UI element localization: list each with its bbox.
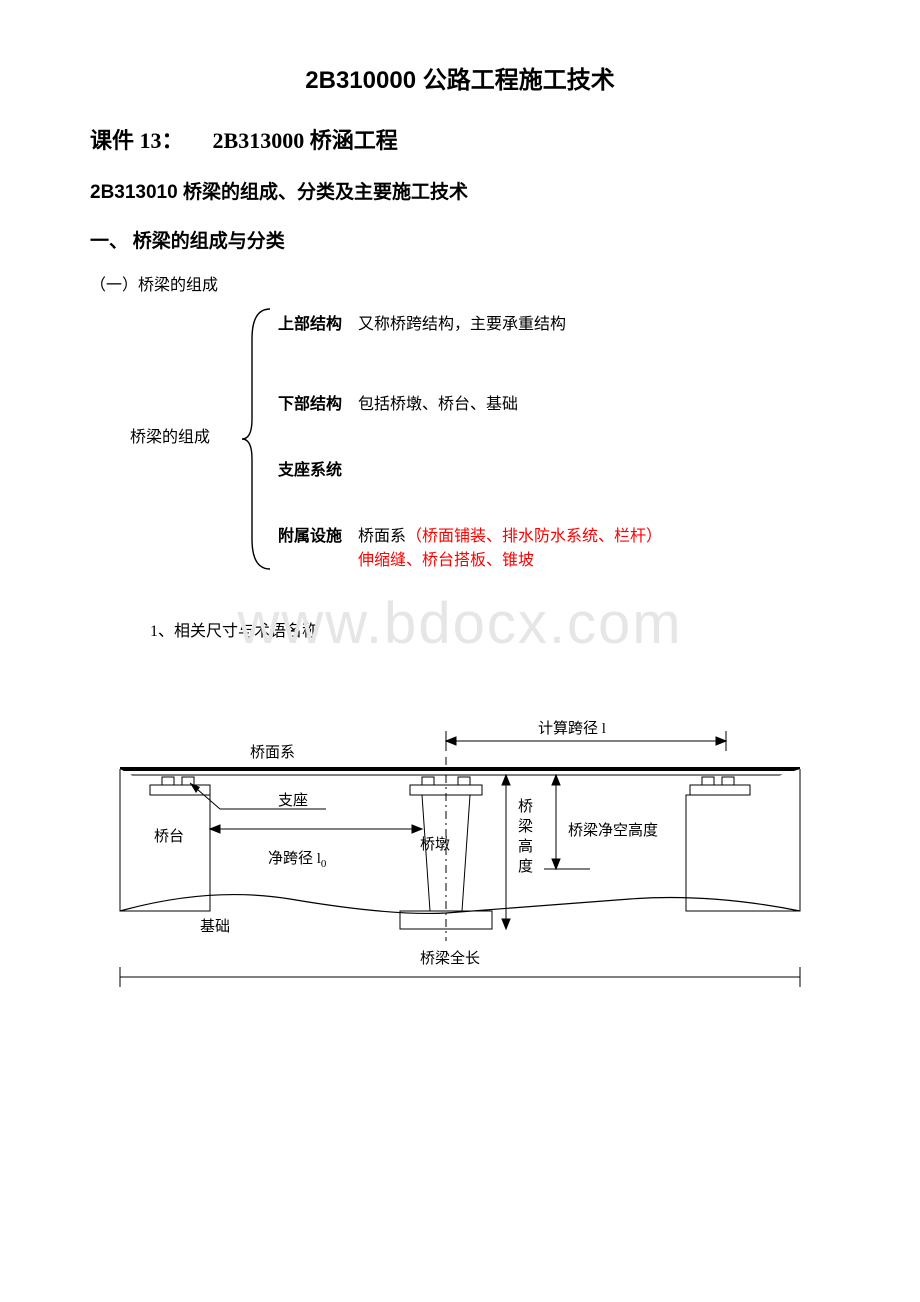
brace-diagram: 桥梁的组成 上部结构 又称桥跨结构，主要承重结构 下部结构 包括桥墩、桥台、基础… — [90, 307, 830, 587]
bridge-diagram: 计算跨径 l 桥面系 — [90, 701, 830, 1006]
course-code: 2B313000 桥涵工程 — [213, 128, 398, 153]
paragraph-1: （一）桥梁的组成 — [90, 271, 830, 295]
brace-key-support: 支座系统 — [278, 459, 358, 483]
label-qiaoliang-gaodu: 桥 梁 高 度 — [518, 798, 537, 875]
course-prefix: 课件 13： — [90, 128, 184, 153]
dim-qiaoliang-gaodu — [502, 775, 510, 929]
label-jichu: 基础 — [200, 918, 230, 935]
brace-key-upper: 上部结构 — [278, 313, 358, 337]
brace-val-upper: 又称桥跨结构，主要承重结构 — [358, 313, 566, 337]
label-jisuan-kuajing: 计算跨径 l — [538, 719, 606, 737]
label-qiaoliang-jingkong: 桥梁净空高度 — [568, 822, 658, 839]
dim-jing-kuajing — [210, 825, 422, 833]
label-qiaodun: 桥墩 — [420, 836, 450, 853]
label-qiaotai: 桥台 — [154, 828, 184, 845]
brace-val-attach: 桥面系（桥面铺装、排水防水系统、栏杆） 伸缩缝、桥台搭板、锥坡 — [358, 525, 662, 573]
brace-key-lower: 下部结构 — [278, 393, 358, 417]
right-abutment — [686, 769, 800, 911]
brace-key-attach: 附属设施 — [278, 525, 358, 549]
sub-heading: 2B313010 桥梁的组成、分类及主要施工技术 — [90, 177, 830, 204]
dim-quanchang — [120, 967, 800, 987]
brace-row-lower: 下部结构 包括桥墩、桥台、基础 — [278, 393, 518, 417]
brace-row-support: 支座系统 — [278, 459, 358, 483]
course-heading: 课件 13： 2B313000 桥涵工程 — [90, 123, 830, 155]
brace-val-attach-red2: 伸缩缝、桥台搭板、锥坡 — [358, 552, 534, 569]
brace-left-label: 桥梁的组成 — [130, 423, 210, 447]
brace-val-attach-red1: （桥面铺装、排水防水系统、栏杆） — [406, 528, 662, 545]
numbered-item-1: 1、相关尺寸与术语名称 — [150, 617, 830, 641]
dim-qiaoliang-jingkong — [544, 775, 590, 869]
label-jing-kuajing: 净跨径 l0 — [268, 850, 327, 870]
label-quanchang: 桥梁全长 — [420, 949, 480, 967]
brace-row-upper: 上部结构 又称桥跨结构，主要承重结构 — [278, 313, 566, 337]
brace-curly-icon — [240, 307, 280, 571]
brace-val-lower: 包括桥墩、桥台、基础 — [358, 393, 518, 417]
section-heading: 一、 桥梁的组成与分类 — [90, 226, 830, 253]
label-zhizuo: 支座 — [278, 792, 308, 809]
label-qiaomianxi: 桥面系 — [250, 744, 295, 761]
brace-row-attach: 附属设施 桥面系（桥面铺装、排水防水系统、栏杆） 伸缩缝、桥台搭板、锥坡 — [278, 525, 662, 573]
main-title: 2B310000 公路工程施工技术 — [90, 60, 830, 95]
document-page: www.bdocx.com 2B310000 公路工程施工技术 课件 13： 2… — [0, 0, 920, 1066]
brace-val-attach-black: 桥面系 — [358, 528, 406, 545]
